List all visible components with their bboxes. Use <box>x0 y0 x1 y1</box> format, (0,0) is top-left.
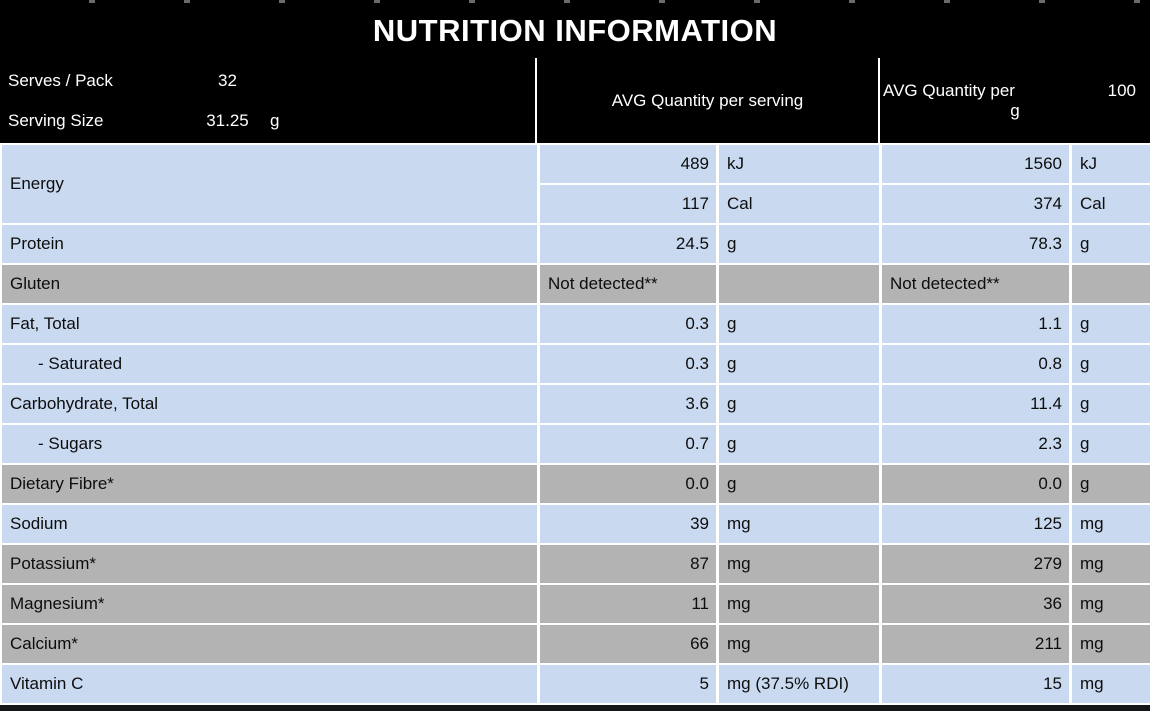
serving-value: 117 <box>540 185 716 223</box>
serving-unit: kJ <box>719 145 879 183</box>
serves-row: Serves / Pack 32 <box>0 61 535 101</box>
page-title: NUTRITION INFORMATION <box>372 12 778 48</box>
per100-unit: Cal <box>1072 185 1150 223</box>
serving-unit: mg <box>719 625 879 663</box>
per100-unit: mg <box>1072 505 1150 543</box>
serving-unit: mg <box>719 545 879 583</box>
serves-value: 32 <box>218 70 237 90</box>
per100-value: 36 <box>882 585 1069 623</box>
per100-value: 1560 <box>882 145 1069 183</box>
per100-value: 0.0 <box>882 465 1069 503</box>
serving-unit: g <box>719 225 879 263</box>
serving-unit: g <box>719 425 879 463</box>
nutrient-label-vitamin-c: Vitamin C <box>2 665 537 703</box>
serving-value: 11 <box>540 585 716 623</box>
nutrient-label-calcium: Calcium* <box>2 625 537 663</box>
nutrient-label-protein: Protein <box>2 225 537 263</box>
serving-unit: mg <box>719 505 879 543</box>
per100-value: 15 <box>882 665 1069 703</box>
serving-value: 0.3 <box>540 345 716 383</box>
serving-value: 5 <box>540 665 716 703</box>
pack-info: Serves / Pack 32 Serving Size 31.25 g <box>0 58 535 143</box>
serving-value: Not detected** <box>540 265 716 303</box>
per100-value: Not detected** <box>882 265 1069 303</box>
serving-value: 0.7 <box>540 425 716 463</box>
per100-unit <box>1072 265 1150 303</box>
nutrient-label-saturated: - Saturated <box>2 345 537 383</box>
serving-value: 39 <box>540 505 716 543</box>
per-100-header-line1: AVG Quantity per 100 <box>880 81 1150 101</box>
serving-unit: Cal <box>719 185 879 223</box>
per-100-amount: 100 <box>1107 80 1136 100</box>
per100-unit: mg <box>1072 545 1150 583</box>
serving-unit: mg (37.5% RDI) <box>719 665 879 703</box>
nutrient-label-sodium: Sodium <box>2 505 537 543</box>
per100-value: 279 <box>882 545 1069 583</box>
serving-size-unit: g <box>270 110 280 130</box>
nutrient-label-energy: Energy <box>2 145 537 223</box>
serving-value: 489 <box>540 145 716 183</box>
serving-unit: g <box>719 385 879 423</box>
serving-unit: mg <box>719 585 879 623</box>
serving-unit: g <box>719 465 879 503</box>
per100-unit: mg <box>1072 625 1150 663</box>
bottom-cutoff-strip <box>0 705 1150 711</box>
top-ruled-strip <box>0 0 1150 3</box>
table-header: Serves / Pack 32 Serving Size 31.25 g AV… <box>0 58 1150 143</box>
per100-value: 0.8 <box>882 345 1069 383</box>
per100-value: 11.4 <box>882 385 1069 423</box>
serves-label: Serves / Pack <box>8 70 113 90</box>
nutrient-label-carbohydrate-total: Carbohydrate, Total <box>2 385 537 423</box>
serving-size-label: Serving Size <box>8 110 104 130</box>
per100-value: 125 <box>882 505 1069 543</box>
nutrient-label-magnesium: Magnesium* <box>2 585 537 623</box>
nutrient-label-gluten: Gluten <box>2 265 537 303</box>
per-serving-header-label: AVG Quantity per serving <box>611 90 804 110</box>
serving-value: 24.5 <box>540 225 716 263</box>
nutrient-label-dietary-fibre: Dietary Fibre* <box>2 465 537 503</box>
nutrient-label-fat-total: Fat, Total <box>2 305 537 343</box>
serving-value: 3.6 <box>540 385 716 423</box>
per100-unit: g <box>1072 385 1150 423</box>
per100-unit: g <box>1072 345 1150 383</box>
per100-value: 374 <box>882 185 1069 223</box>
per-100-prefix: AVG Quantity per <box>883 80 1015 100</box>
nutrition-table: Energy 489 kJ 1560 kJ 117 Cal 374 Cal Pr… <box>0 143 1150 703</box>
serving-value: 0.0 <box>540 465 716 503</box>
per-100-unit-line: g <box>1010 100 1020 120</box>
col-header-per-100g: AVG Quantity per 100 g <box>880 58 1150 143</box>
serving-unit <box>719 265 879 303</box>
serving-value: 87 <box>540 545 716 583</box>
per100-value: 2.3 <box>882 425 1069 463</box>
per100-unit: g <box>1072 305 1150 343</box>
nutrient-label-potassium: Potassium* <box>2 545 537 583</box>
nutrient-label-sugars: - Sugars <box>2 425 537 463</box>
serving-unit: g <box>719 305 879 343</box>
per100-unit: mg <box>1072 585 1150 623</box>
per100-value: 78.3 <box>882 225 1069 263</box>
title-bar: NUTRITION INFORMATION <box>0 3 1150 58</box>
per100-unit: kJ <box>1072 145 1150 183</box>
serving-value: 66 <box>540 625 716 663</box>
per100-value: 1.1 <box>882 305 1069 343</box>
per100-unit: mg <box>1072 665 1150 703</box>
per100-unit: g <box>1072 225 1150 263</box>
per100-unit: g <box>1072 425 1150 463</box>
serving-unit: g <box>719 345 879 383</box>
serving-value: 0.3 <box>540 305 716 343</box>
serving-size-value: 31.25 <box>206 110 249 130</box>
col-header-per-serving: AVG Quantity per serving <box>537 58 878 143</box>
serving-size-row: Serving Size 31.25 g <box>0 101 535 141</box>
per100-unit: g <box>1072 465 1150 503</box>
per100-value: 211 <box>882 625 1069 663</box>
